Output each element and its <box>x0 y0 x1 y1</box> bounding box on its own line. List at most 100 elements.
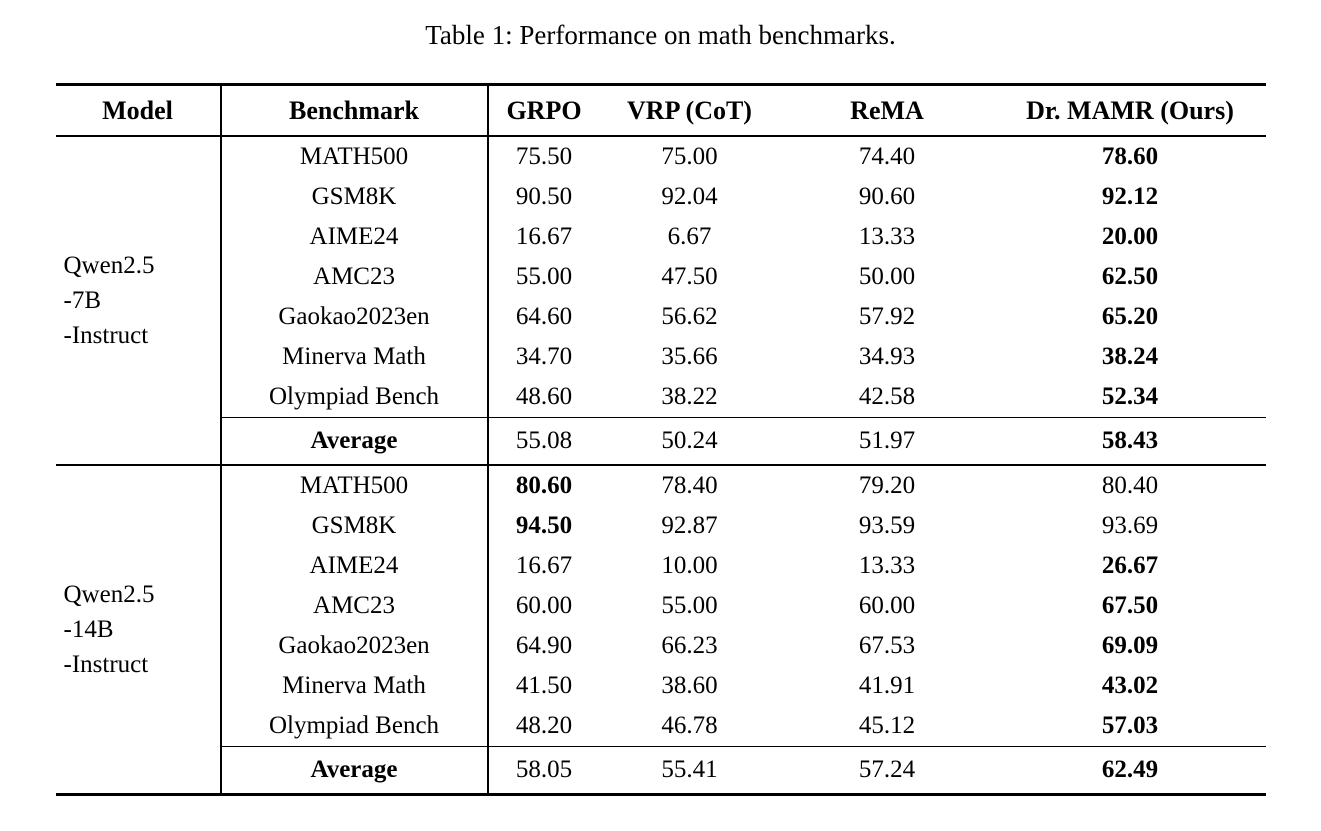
value-cell: 46.78 <box>661 712 718 739</box>
value-cell: 94.50 <box>515 512 573 539</box>
benchmark-cell: Olympiad Bench <box>220 377 489 418</box>
average-value-cell: 58.05 <box>487 746 600 795</box>
benchmark-cell: MATH500 <box>220 136 489 177</box>
model-line: -14B <box>63 616 114 643</box>
value-cell: 41.50 <box>515 672 573 699</box>
value-cell: 75.00 <box>661 143 718 170</box>
benchmark-cell: Minerva Math <box>220 337 489 377</box>
value-cell: 38.24 <box>1101 343 1159 370</box>
model-cell: Qwen2.5 -7B -Instruct <box>55 136 222 465</box>
benchmark-cell: AIME24 <box>220 217 489 257</box>
value-cell: 41.91 <box>858 672 916 699</box>
average-value-cell: 55.41 <box>599 746 780 795</box>
model-line: -7B <box>63 287 102 314</box>
value-cell: 45.12 <box>858 712 916 739</box>
benchmark-cell: Olympiad Bench <box>220 706 489 747</box>
value-cell: 64.60 <box>515 303 573 330</box>
model-line: -Instruct <box>63 322 149 349</box>
value-cell: 38.22 <box>661 383 718 410</box>
value-cell: 55.00 <box>661 592 718 619</box>
value-cell: 35.66 <box>661 343 718 370</box>
value-cell: 78.60 <box>1101 143 1159 170</box>
value-cell: 67.53 <box>858 632 916 659</box>
table-row: Minerva Math 41.50 38.60 41.91 43.02 <box>56 666 1266 706</box>
value-cell: 48.60 <box>515 383 573 410</box>
value-cell: 26.67 <box>1101 552 1159 579</box>
value-cell: 80.60 <box>487 464 600 506</box>
value-cell: 16.67 <box>515 223 573 250</box>
value-cell: 90.50 <box>515 183 573 210</box>
benchmark-cell: AMC23 <box>220 257 489 297</box>
value-cell: 92.12 <box>1101 183 1159 210</box>
value-cell: 50.00 <box>858 263 916 290</box>
average-value-cell: 57.24 <box>779 746 995 795</box>
average-row: Average 58.05 55.41 57.24 62.49 <box>56 746 1266 795</box>
benchmark-cell: Minerva Math <box>220 666 489 706</box>
table-row: Gaokao2023en 64.90 66.23 67.53 69.09 <box>56 626 1266 666</box>
average-value-cell: 50.24 <box>599 417 780 465</box>
value-cell: 34.93 <box>858 343 916 370</box>
value-cell: 55.00 <box>515 263 573 290</box>
value-cell: 80.40 <box>994 464 1266 506</box>
value-cell: 16.67 <box>515 552 573 579</box>
header-row: Model Benchmark GRPO VRP (CoT) ReMA Dr. … <box>55 84 1266 137</box>
value-cell: 6.67 <box>667 223 712 250</box>
value-cell: 66.23 <box>661 632 718 659</box>
average-value-cell: 58.43 <box>994 417 1266 465</box>
table-body: Qwen2.5 -7B -Instruct MATH500 75.50 75.00 74.4… <box>55 136 1266 795</box>
average-value-cell: 51.97 <box>779 417 995 465</box>
col-header-grpo: GRPO <box>487 84 600 137</box>
value-cell: 92.04 <box>661 183 718 210</box>
benchmark-cell: GSM8K <box>220 506 489 546</box>
value-cell: 52.34 <box>1101 383 1159 410</box>
value-cell: 43.02 <box>1101 672 1159 699</box>
value-cell: 20.00 <box>1101 223 1159 250</box>
average-value-cell: 55.08 <box>487 417 600 465</box>
value-cell: 60.00 <box>515 592 573 619</box>
value-cell: 57.92 <box>858 303 916 330</box>
value-cell: 79.20 <box>779 464 995 506</box>
table-row: AMC23 55.00 47.50 50.00 62.50 <box>56 257 1266 297</box>
table-row: AIME24 16.67 6.67 13.33 20.00 <box>56 217 1266 257</box>
value-cell: 13.33 <box>858 552 916 579</box>
value-cell: 78.40 <box>599 464 780 506</box>
value-cell: 13.33 <box>858 223 916 250</box>
value-cell: 60.00 <box>858 592 916 619</box>
table-row: Olympiad Bench 48.20 46.78 45.12 57.03 <box>56 706 1266 747</box>
table-row: GSM8K 94.50 92.87 93.59 93.69 <box>56 506 1266 546</box>
value-cell: 38.60 <box>661 672 718 699</box>
value-cell: 64.90 <box>515 632 573 659</box>
model-line: -Instruct <box>63 651 149 678</box>
value-cell: 93.59 <box>858 512 916 539</box>
value-cell: 75.50 <box>515 143 573 170</box>
value-cell: 48.20 <box>515 712 573 739</box>
benchmark-cell: Gaokao2023en <box>220 297 489 337</box>
col-header-dr-mamr: Dr. MAMR (Ours) <box>994 84 1266 137</box>
table-row: AMC23 60.00 55.00 60.00 67.50 <box>56 586 1266 626</box>
average-row: Average 55.08 50.24 51.97 58.43 <box>56 417 1266 465</box>
value-cell: 10.00 <box>661 552 718 579</box>
table-row: AIME24 16.67 10.00 13.33 26.67 <box>56 546 1266 586</box>
benchmark-cell: MATH500 <box>220 464 489 506</box>
table-row: Qwen2.5 -7B -Instruct MATH500 75.50 75.00 74.4… <box>55 136 1266 465</box>
value-cell: 67.50 <box>1101 592 1159 619</box>
value-cell: 69.09 <box>1101 632 1159 659</box>
benchmark-cell: Gaokao2023en <box>220 626 489 666</box>
table-row: Olympiad Bench 48.60 38.22 42.58 52.34 <box>56 377 1266 418</box>
value-cell: 93.69 <box>1101 512 1159 539</box>
value-cell: 56.62 <box>661 303 718 330</box>
value-cell: 74.40 <box>858 143 916 170</box>
table-row: Gaokao2023en 64.60 56.62 57.92 65.20 <box>56 297 1266 337</box>
value-cell: 34.70 <box>515 343 573 370</box>
benchmark-cell: GSM8K <box>220 177 489 217</box>
col-header-model: Model <box>55 84 222 137</box>
average-label: Average <box>220 417 489 465</box>
average-value-cell: 62.49 <box>994 746 1266 795</box>
average-label: Average <box>220 746 489 795</box>
value-cell: 90.60 <box>858 183 916 210</box>
value-cell: 47.50 <box>661 263 718 290</box>
table-caption: Table 1: Performance on math benchmarks. <box>425 20 896 50</box>
value-cell: 92.87 <box>661 512 718 539</box>
model-line: Qwen2.5 <box>63 252 155 279</box>
